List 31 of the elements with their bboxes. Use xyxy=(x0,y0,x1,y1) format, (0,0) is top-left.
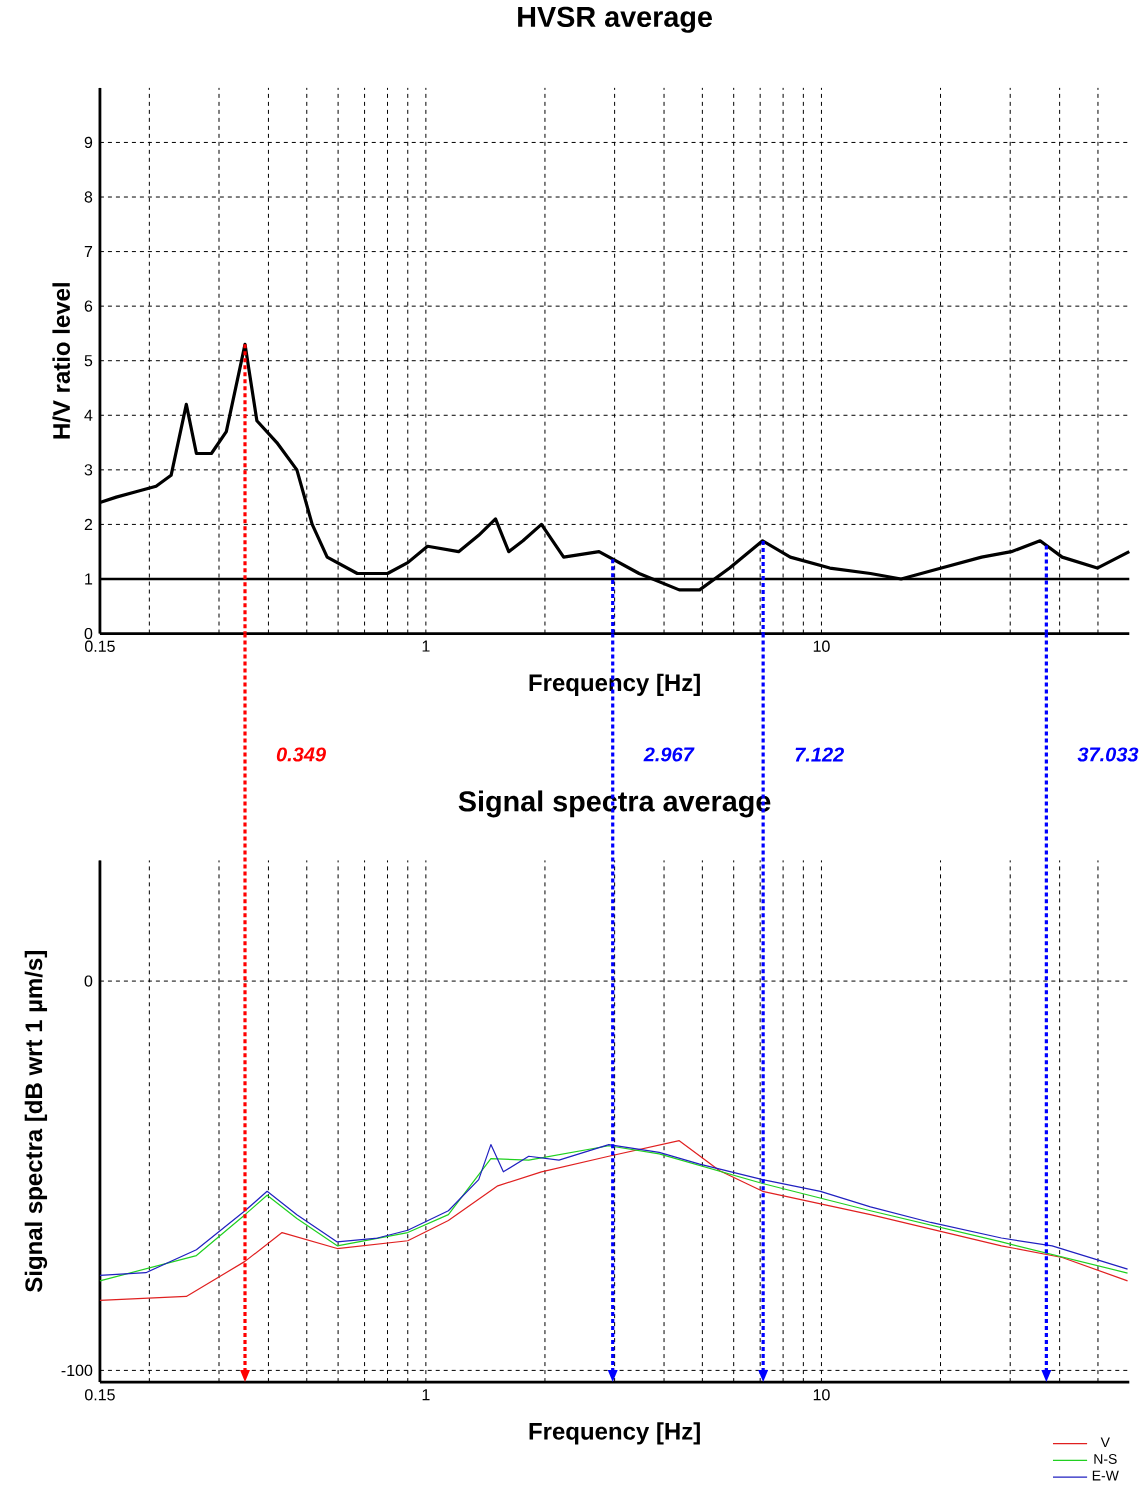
y-tick-label: 8 xyxy=(84,191,93,203)
y-tick-label: 7 xyxy=(84,246,92,258)
chart-title: Signal spectra average xyxy=(458,790,771,818)
y-tick-label: -100 xyxy=(61,1364,93,1377)
x-tick-label: 10 xyxy=(813,640,830,652)
x-axis-title: Frequency [Hz] xyxy=(529,673,700,697)
x-tick-label: 10 xyxy=(813,1389,830,1401)
y-tick-label: 9 xyxy=(84,136,92,149)
x-tick-label: 0.15 xyxy=(84,1389,115,1401)
y-tick-label: 2 xyxy=(84,518,92,530)
x-tick-label: 1 xyxy=(422,1389,430,1401)
y-axis-title: Signal spectra [dB wrt 1 µm/s] xyxy=(24,951,48,1293)
y-axis-title: H/V ratio level xyxy=(52,283,71,439)
y-tick-label: 6 xyxy=(84,300,93,312)
y-tick-label: 3 xyxy=(84,464,93,476)
x-axis-title: Frequency [Hz] xyxy=(529,1422,700,1445)
legend-label: N-S xyxy=(1094,1454,1117,1464)
y-tick-label: 0 xyxy=(84,627,93,640)
ref-line-label: 37.033 xyxy=(1077,747,1139,762)
y-tick-label: 4 xyxy=(84,409,93,421)
y-tick-label: 0 xyxy=(84,975,93,987)
legend-label: E-W xyxy=(1092,1470,1119,1481)
x-tick-label: 1 xyxy=(422,640,430,652)
ref-line-label: 7.122 xyxy=(795,747,844,762)
y-tick-label: 1 xyxy=(85,573,92,585)
ref-line-label: 2.967 xyxy=(643,747,695,762)
chart-title: HVSR average xyxy=(518,6,712,33)
ref-line-label: 0.349 xyxy=(276,747,326,762)
legend-label: V xyxy=(1100,1437,1110,1448)
y-tick-label: 5 xyxy=(84,355,93,367)
x-tick-label: 0.15 xyxy=(84,640,115,652)
